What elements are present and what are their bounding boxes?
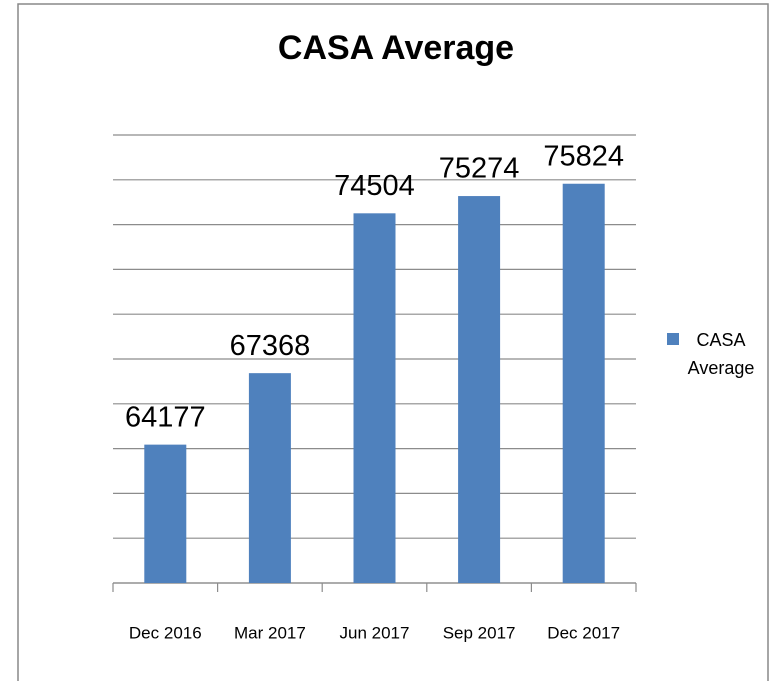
legend-label: CASA Average xyxy=(687,330,755,378)
data-label: 74504 xyxy=(334,170,415,202)
x-tick-label: Sep 2017 xyxy=(443,623,516,642)
data-label: 75274 xyxy=(439,153,520,185)
bar xyxy=(562,183,605,583)
x-tick-label: Dec 2017 xyxy=(547,623,620,642)
legend-swatch xyxy=(667,333,679,345)
data-label: 67368 xyxy=(230,330,311,362)
data-label: 64177 xyxy=(125,401,206,433)
bar xyxy=(144,444,187,583)
x-tick-label: Dec 2016 xyxy=(129,623,202,642)
bar xyxy=(248,373,291,583)
x-tick-label: Jun 2017 xyxy=(340,623,410,642)
bar xyxy=(353,213,396,583)
bar xyxy=(458,196,501,584)
x-tick-label: Mar 2017 xyxy=(234,623,306,642)
chart-title: CASA Average xyxy=(278,29,514,67)
data-label: 75824 xyxy=(543,140,624,172)
